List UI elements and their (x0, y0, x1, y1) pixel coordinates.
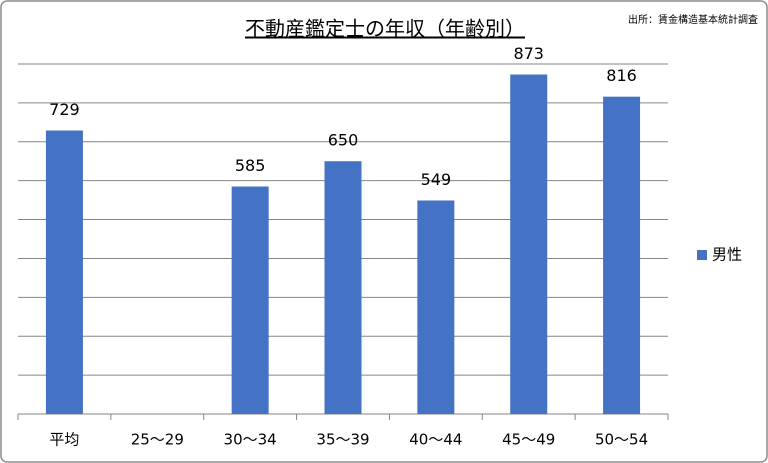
source-note: 出所：賃金構造基本統計調査 (628, 13, 758, 26)
bar (231, 186, 269, 414)
data-label: 585 (235, 156, 266, 175)
chart-title: 不動産鑑定士の年収（年齢別） (245, 17, 525, 41)
data-label: 816 (606, 66, 637, 85)
x-tick-label: 平均 (49, 431, 79, 449)
x-tick-label: 50～54 (595, 431, 648, 449)
legend-swatch (697, 250, 707, 260)
data-label: 729 (49, 100, 80, 119)
data-label: 650 (328, 131, 359, 150)
data-label: 873 (513, 44, 544, 63)
bar (603, 96, 641, 415)
data-label: 549 (421, 170, 452, 189)
bar (324, 161, 362, 414)
x-tick-label: 40～44 (409, 431, 462, 449)
bar (417, 200, 455, 414)
bar (45, 130, 83, 414)
x-tick-label: 35～39 (316, 431, 369, 449)
bar (510, 74, 548, 414)
x-tick-label: 45～49 (502, 431, 555, 449)
legend-label: 男性 (712, 246, 742, 264)
x-tick-label: 30～34 (224, 431, 277, 449)
x-tick-label: 25～29 (131, 431, 184, 449)
